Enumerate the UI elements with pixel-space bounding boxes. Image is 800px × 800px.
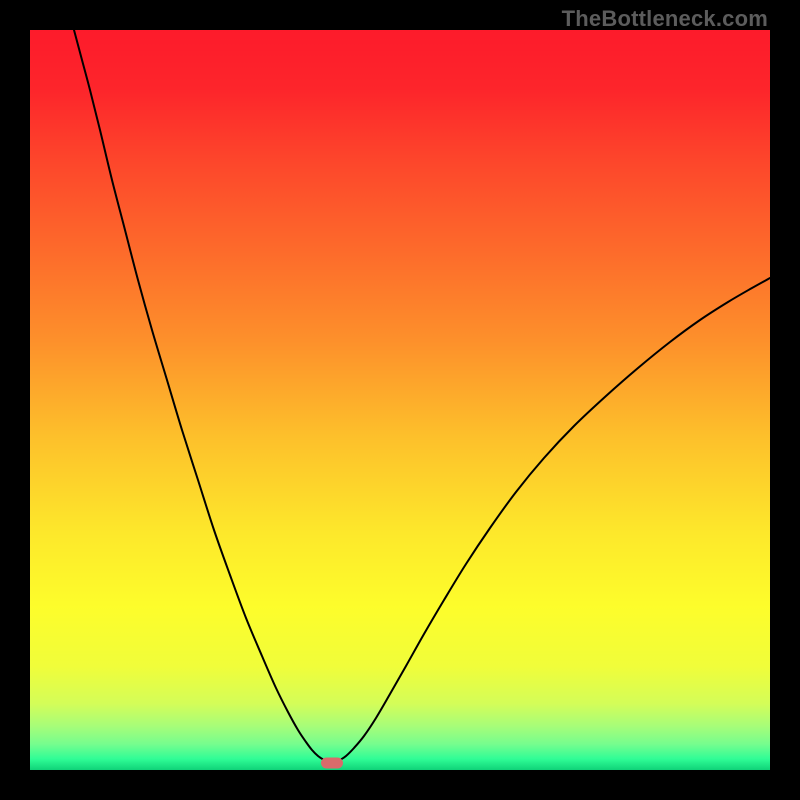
plot-svg bbox=[30, 30, 770, 770]
watermark-text: TheBottleneck.com bbox=[562, 6, 768, 32]
chart-frame: TheBottleneck.com bbox=[0, 0, 800, 800]
plot-area bbox=[30, 30, 770, 770]
gradient-background bbox=[30, 30, 770, 770]
minimum-marker bbox=[321, 758, 343, 769]
